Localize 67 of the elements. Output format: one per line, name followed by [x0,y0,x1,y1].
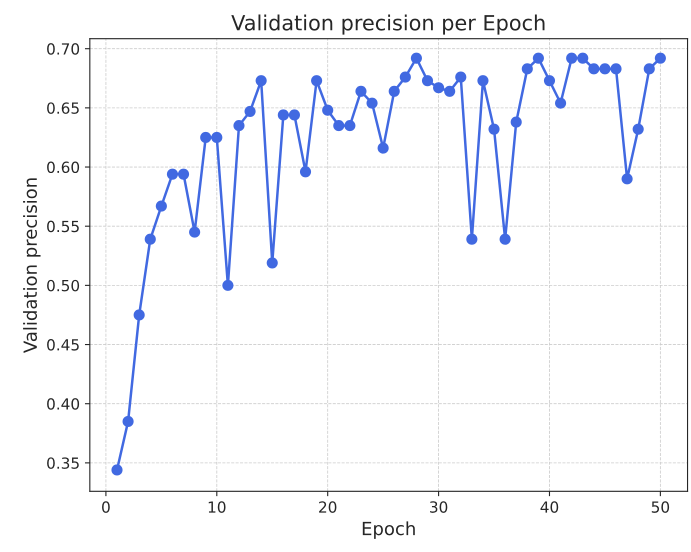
point [111,464,123,476]
point [333,120,344,132]
point [344,120,356,132]
x-axis-title: Epoch [362,521,415,539]
x-tick-label: 40 [540,501,558,513]
y-tick-label: 0.35 [47,457,79,469]
point [500,234,511,245]
point [222,280,234,291]
y-tick-label: 0.40 [47,398,80,410]
point [233,120,245,132]
point [366,98,378,109]
y-axis-title: Validation precision [23,178,41,353]
point [532,52,544,64]
point [477,75,489,86]
point [300,166,312,178]
point [311,75,322,86]
point [288,109,300,121]
point [200,132,212,144]
y-tick-label: 0.60 [47,162,80,174]
point [134,309,145,321]
point [189,226,200,238]
point [266,257,278,268]
point [122,416,134,428]
point [156,200,167,212]
point [433,82,444,94]
point [654,52,666,64]
point [466,234,478,245]
point [599,63,610,74]
point [510,116,522,128]
point [211,132,222,144]
point [278,109,289,121]
x-tick-label: 0 [102,501,110,513]
point [622,173,633,184]
y-tick-label: 0.65 [47,102,79,114]
point [544,75,556,86]
point [632,124,644,135]
x-tick-label: 50 [652,501,670,513]
point [566,52,578,64]
point [455,72,466,83]
point [410,52,422,64]
y-tick-label: 0.45 [47,339,79,351]
x-tick-label: 20 [319,501,336,513]
y-tick-label: 0.50 [47,280,80,292]
point [488,124,500,135]
point [322,104,334,116]
point [555,98,566,109]
point [644,63,655,74]
y-tick-label: 0.55 [47,220,79,232]
point [577,52,588,64]
point [588,63,600,74]
y-tick-label: 0.70 [47,43,80,55]
point [388,86,400,97]
point [355,86,367,97]
point [378,142,389,154]
point [422,75,434,86]
point [610,63,622,74]
point [256,75,267,86]
x-tick-label: 30 [430,501,448,513]
point [400,72,411,83]
point [166,168,178,180]
point [144,234,156,245]
point [444,86,456,97]
chart-title: Validation precision per Epoch [231,14,544,35]
x-tick-label: 10 [208,501,226,513]
point [522,63,533,74]
point [178,168,190,180]
point [244,106,256,117]
